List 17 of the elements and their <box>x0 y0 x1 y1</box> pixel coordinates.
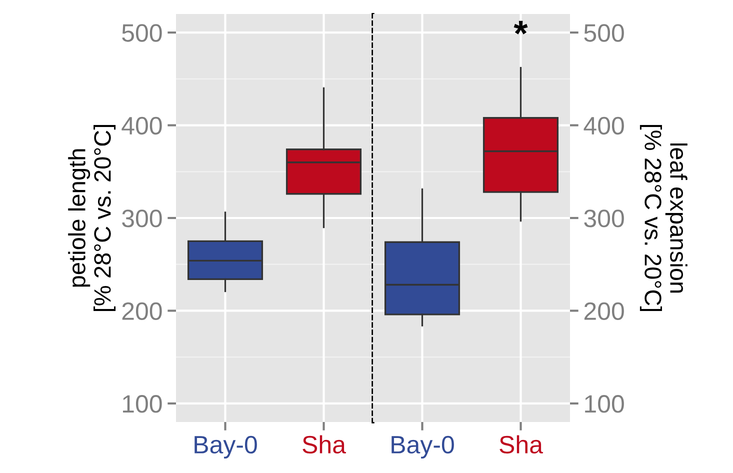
x-tick-label: Sha <box>500 435 543 454</box>
y-tick-label: 400 <box>584 116 624 135</box>
y-tick-label: 200 <box>584 302 624 320</box>
y-tick-label: 300 <box>122 210 162 228</box>
x-tick-label: Bay-0 <box>194 436 257 458</box>
y-tick-label: 400 <box>122 116 162 135</box>
y-axis-title: petiole length [% 28°C vs. 20°C] <box>68 124 116 312</box>
y-tick-label: 500 <box>122 24 162 42</box>
y-tick-label: 300 <box>584 210 624 228</box>
y-tick-label: 200 <box>122 302 162 320</box>
annotation: * <box>514 20 528 34</box>
x-tick-label: Sha <box>302 435 346 454</box>
y-tick-label: 100 <box>123 395 162 413</box>
y-axis-title: leaf expansion [% 28°C vs. 20°C] <box>640 124 688 312</box>
y-tick-label: 500 <box>584 24 624 42</box>
y-tick-label: 100 <box>585 395 624 413</box>
x-tick-label: Bay-0 <box>392 436 454 458</box>
